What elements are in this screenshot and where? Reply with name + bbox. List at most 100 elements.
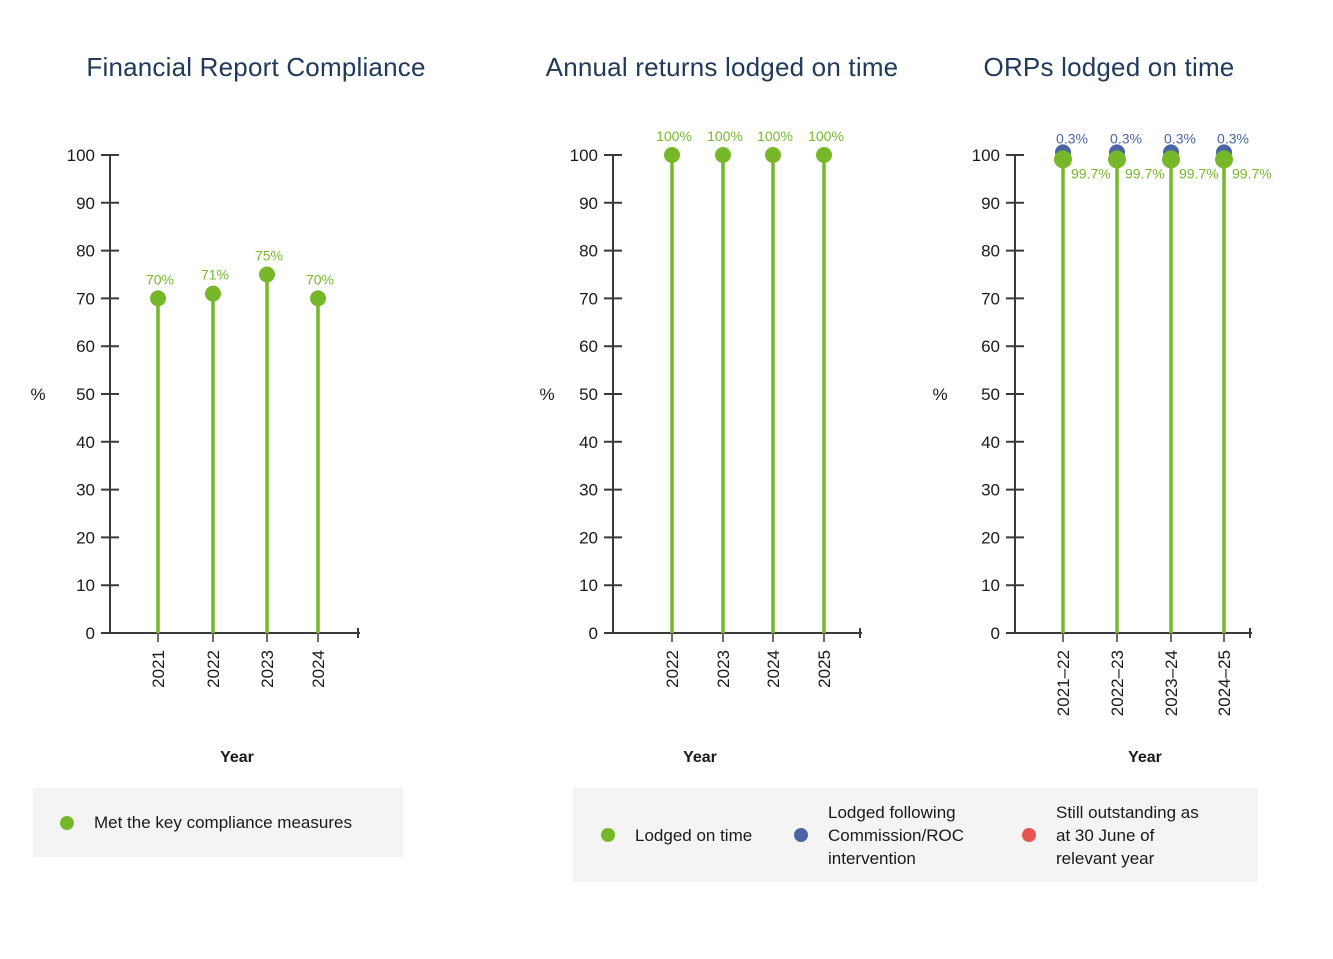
y-tick-label: 80 <box>579 242 598 261</box>
data-point-dot <box>310 290 326 307</box>
y-axis-title: % <box>539 385 554 404</box>
x-tick-label: 2021–22 <box>1054 650 1073 716</box>
legend-label-still-outstanding: Still outstanding as at 30 June of relev… <box>1056 802 1199 868</box>
value-label: 99.7% <box>1071 165 1111 181</box>
y-tick-label: 100 <box>570 146 598 165</box>
y-axis-title: % <box>30 385 45 404</box>
y-tick-label: 80 <box>981 242 1000 261</box>
value-label: 99.7% <box>1232 165 1272 181</box>
y-tick-label: 60 <box>76 337 95 356</box>
legend-dot-green-icon <box>601 828 615 842</box>
y-tick-label: 80 <box>76 242 95 261</box>
chart-plot-2: 0 10 20 30 40 50 60 70 80 90 100 2021–22 2022–23 2023… <box>932 130 1271 766</box>
chart-title-financial-report-compliance: Financial Report Compliance <box>86 52 426 82</box>
data-point-dot <box>1215 150 1233 169</box>
y-tick-label: 20 <box>76 528 95 547</box>
data-point-dot <box>664 147 680 163</box>
value-label-top: 0.3% <box>1056 130 1088 146</box>
y-tick-label: 40 <box>76 433 95 452</box>
value-label: 70% <box>146 271 174 287</box>
y-tick-label: 90 <box>579 194 598 213</box>
y-tick-label: 60 <box>579 337 598 356</box>
y-tick-label: 10 <box>76 576 95 595</box>
value-label: 100% <box>757 128 793 144</box>
value-label-top: 0.3% <box>1110 130 1142 146</box>
x-tick-label: 2024 <box>309 650 328 688</box>
y-tick-label: 30 <box>76 481 95 500</box>
x-tick-label: 2024 <box>764 650 783 688</box>
data-point-dot <box>765 147 781 163</box>
x-tick-label: 2023 <box>258 650 277 688</box>
y-tick-label: 100 <box>972 146 1000 165</box>
data-point-dot <box>715 147 731 163</box>
legend-financial-report-compliance: Met the key compliance measures <box>33 788 403 857</box>
data-point-dot <box>1162 150 1180 169</box>
y-tick-label: 0 <box>86 624 95 643</box>
y-tick-label: 20 <box>579 528 598 547</box>
legend-item-lodged-following-intervention: Lodged following Commission/ROC interven… <box>794 788 964 882</box>
x-axis-title: Year <box>1128 749 1162 766</box>
data-point-dot <box>1054 150 1072 169</box>
value-label: 100% <box>707 128 743 144</box>
value-label-top: 0.3% <box>1164 130 1196 146</box>
chart-plot-0: 0 10 20 30 40 50 60 70 80 90 100 2021 2022 2023 2024% Y… <box>30 146 360 766</box>
value-label: 99.7% <box>1125 165 1165 181</box>
y-tick-label: 70 <box>981 289 1000 308</box>
y-tick-label: 90 <box>76 194 95 213</box>
y-tick-label: 30 <box>981 481 1000 500</box>
value-label: 100% <box>656 128 692 144</box>
y-tick-label: 70 <box>76 289 95 308</box>
x-axis-title: Year <box>220 749 254 766</box>
data-point-dot <box>1108 150 1126 169</box>
data-point-dot <box>205 285 221 302</box>
y-axis-title: % <box>932 385 947 404</box>
x-tick-label: 2022–23 <box>1108 650 1127 716</box>
y-tick-label: 70 <box>579 289 598 308</box>
x-tick-label: 2023–24 <box>1162 650 1181 716</box>
chart-plot-1: 0 10 20 30 40 50 60 70 80 90 100 2022 2023 2024 2025% Y… <box>539 128 862 766</box>
legend-dot-blue-icon <box>794 828 808 842</box>
y-tick-label: 30 <box>579 481 598 500</box>
y-tick-label: 0 <box>589 624 598 643</box>
x-tick-label: 2025 <box>815 650 834 688</box>
chart-title-annual-returns: Annual returns lodged on time <box>545 52 899 82</box>
y-tick-label: 50 <box>579 385 598 404</box>
value-label: 70% <box>306 271 334 287</box>
x-tick-label: 2021 <box>149 650 168 688</box>
y-tick-label: 100 <box>67 146 95 165</box>
value-label-top: 0.3% <box>1217 130 1249 146</box>
legend-dot-red-icon <box>1022 828 1036 842</box>
value-label: 100% <box>808 128 844 144</box>
y-tick-label: 50 <box>981 385 1000 404</box>
legend-item-lodged-on-time: Lodged on time <box>601 788 752 882</box>
data-point-dot <box>150 290 166 307</box>
y-tick-label: 10 <box>579 576 598 595</box>
value-label: 99.7% <box>1179 165 1219 181</box>
legend-label-lodged-following-intervention: Lodged following Commission/ROC interven… <box>828 802 965 868</box>
y-tick-label: 90 <box>981 194 1000 213</box>
legend-item-still-outstanding: Still outstanding as at 30 June of relev… <box>1022 788 1199 882</box>
legend-label-met-compliance: Met the key compliance measures <box>94 813 352 832</box>
x-axis-title: Year <box>683 749 717 766</box>
value-label: 71% <box>201 267 229 283</box>
y-tick-label: 40 <box>981 433 1000 452</box>
y-tick-label: 60 <box>981 337 1000 356</box>
y-tick-label: 20 <box>981 528 1000 547</box>
x-tick-label: 2023 <box>714 650 733 688</box>
data-point-dot <box>259 266 275 283</box>
legend-shared-returns-orps: Lodged on time Lodged following Commissi… <box>573 788 1258 882</box>
legend-label-lodged-on-time: Lodged on time <box>635 825 753 845</box>
y-tick-label: 10 <box>981 576 1000 595</box>
legend-dot-green-icon <box>60 815 74 830</box>
value-label: 75% <box>255 248 283 264</box>
x-tick-label: 2022 <box>204 650 223 688</box>
chart-title-orps: ORPs lodged on time <box>983 52 1235 82</box>
y-tick-label: 40 <box>579 433 598 452</box>
y-tick-label: 0 <box>991 624 1000 643</box>
data-point-dot <box>816 147 832 163</box>
x-tick-label: 2024–25 <box>1215 650 1234 716</box>
x-tick-label: 2022 <box>663 650 682 688</box>
y-tick-label: 50 <box>76 385 95 404</box>
